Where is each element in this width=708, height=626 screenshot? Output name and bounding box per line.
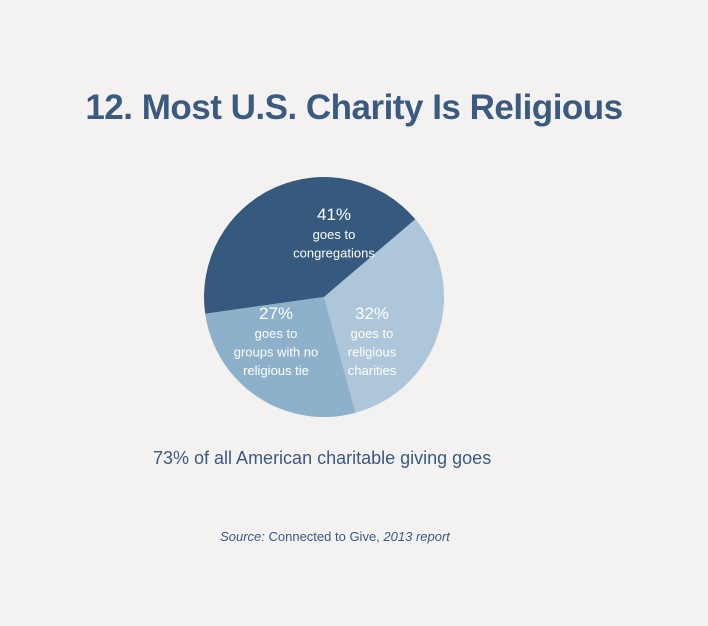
slice-percent-label: 41%	[317, 205, 351, 224]
source-prefix: Source:	[220, 529, 265, 544]
slice-description-label: charities	[348, 363, 397, 378]
source-suffix: 2013 report	[383, 529, 450, 544]
slice-description-label: religious tie	[243, 363, 309, 378]
chart-caption: 73% of all American charitable giving go…	[153, 448, 492, 468]
slice-description-label: congregations	[293, 246, 375, 261]
slice-description-label: goes to	[255, 326, 298, 341]
slice-description-label: goes to	[351, 326, 394, 341]
pie-slices	[204, 177, 444, 417]
pie-labels: 41% goes to congregations 32% goes to religio…	[234, 205, 397, 378]
chart-title: 12. Most U.S. Charity Is Religious	[85, 88, 623, 127]
source-note: Source: Connected to Give, 2013 report	[0, 529, 670, 544]
source-name: Connected to Give,	[268, 529, 380, 544]
slice-percent-label: 32%	[355, 304, 389, 323]
pie-slice	[204, 177, 416, 314]
slice-percent-label: 27%	[259, 304, 293, 323]
slice-description-label: groups with no	[234, 345, 319, 360]
slice-description-label: religious	[348, 345, 397, 360]
pie-slice	[205, 297, 356, 417]
slice-description-label: goes to	[313, 227, 356, 242]
pie-slice	[324, 219, 444, 413]
